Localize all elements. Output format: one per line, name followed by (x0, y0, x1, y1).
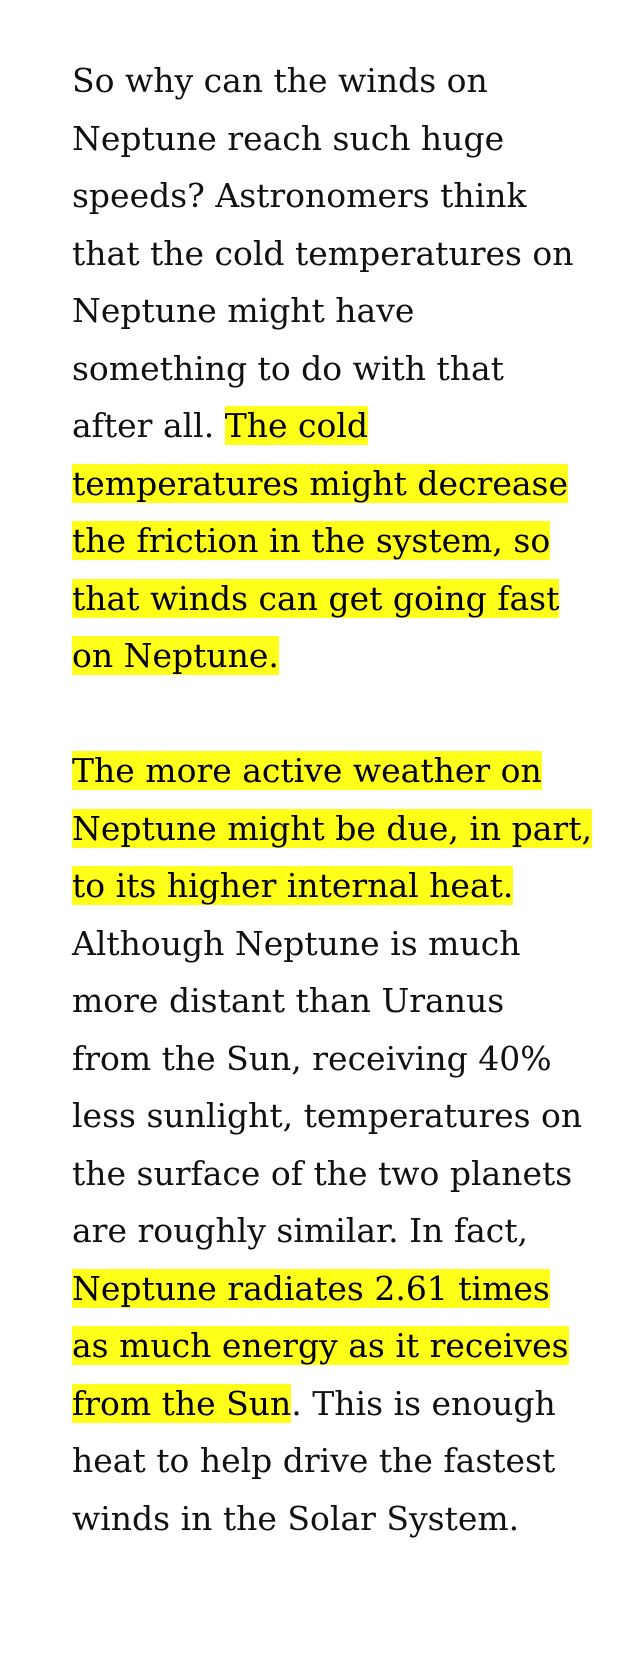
highlighted-passage[interactable]: The more active weather on Neptune might… (72, 751, 592, 905)
paragraph-text: . This is enough heat to help drive the … (72, 1383, 556, 1538)
paragraph-neptune-internal-heat: The more active weather on Neptune might… (72, 742, 592, 1547)
paragraph-text: So why can the winds on Neptune reach su… (72, 61, 574, 445)
paragraph-neptune-winds: So why can the winds on Neptune reach su… (72, 52, 592, 685)
article-body: So why can the winds on Neptune reach su… (72, 52, 592, 1547)
highlighted-passage[interactable]: Neptune radiates 2.61 times as much ener… (72, 1268, 569, 1423)
highlighted-passage[interactable]: The cold temperatures might decrease the… (72, 406, 568, 675)
paragraph-text: Although Neptune is much more distant th… (72, 923, 583, 1251)
